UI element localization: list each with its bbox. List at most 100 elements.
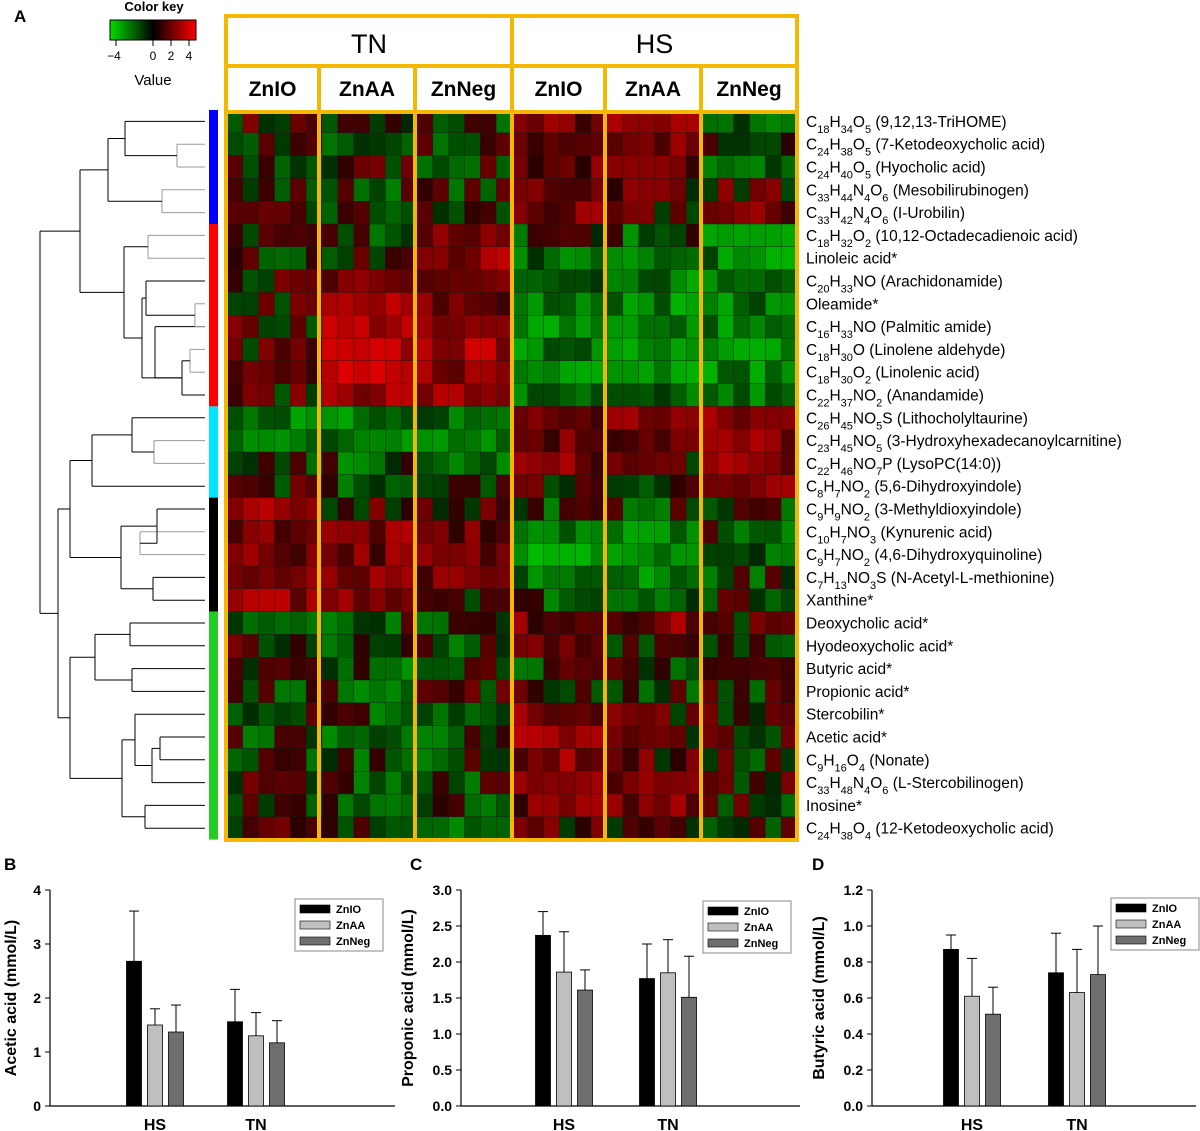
heatmap-cell	[337, 132, 355, 157]
heatmap-cell	[638, 634, 655, 658]
heatmap-cell	[749, 360, 766, 384]
heatmap-cell	[622, 657, 640, 681]
heatmap-cell	[416, 429, 434, 453]
heatmap-cell	[258, 406, 275, 430]
heatmap-cell	[543, 451, 560, 476]
heatmap-cell	[353, 383, 370, 407]
heatmap-cell	[511, 269, 529, 293]
heatmap-cell	[717, 725, 735, 749]
heatmap-cell	[353, 520, 370, 544]
heatmap-cell	[765, 611, 782, 635]
heatmap-cell	[543, 611, 560, 635]
heatmap-cell	[242, 565, 260, 590]
legend-swatch	[707, 938, 739, 948]
heatmap-cell	[606, 406, 624, 430]
heatmap-cell	[606, 497, 624, 521]
heatmap-cell	[670, 337, 687, 362]
heatmap-cell	[385, 565, 402, 590]
heatmap-cell	[733, 543, 750, 567]
bar	[943, 949, 959, 1107]
heatmap-cell	[242, 269, 260, 293]
heatmap-cell	[321, 337, 339, 362]
heatmap-cell	[432, 771, 450, 795]
heatmap-cell	[495, 611, 513, 635]
heatmap-cell	[432, 611, 450, 635]
x-tick-label: HS	[144, 1117, 167, 1131]
heatmap-cell	[464, 588, 481, 612]
heatmap-cell	[654, 315, 671, 339]
heatmap-cell	[464, 200, 481, 225]
heatmap-cell	[258, 429, 275, 453]
heatmap-cell	[448, 269, 465, 293]
condition-label: HS	[636, 29, 674, 59]
row-label: C7H13NO3S (N-Acetyl-L-methionine)	[806, 570, 1054, 592]
heatmap-cell	[670, 565, 687, 590]
heatmap-cell	[274, 200, 291, 225]
y-tick-label: 2	[33, 990, 41, 1006]
heatmap-frame: TN HS ZnIO ZnAA ZnNeg ZnIO ZnAA ZnNeg	[224, 14, 799, 842]
heatmap-cell	[464, 383, 481, 407]
heatmap-cell	[385, 292, 402, 316]
heatmap-cell	[733, 816, 750, 840]
heatmap-cell	[575, 474, 592, 498]
heatmap-cell	[416, 748, 434, 772]
heatmap-cell	[638, 474, 655, 498]
heatmap-cell	[464, 451, 481, 476]
heatmap-cell	[638, 702, 655, 726]
heatmap-cell	[337, 565, 355, 590]
row-label: C22H46NO7P (LysoPC(14:0))	[806, 456, 1001, 478]
heatmap-cell	[321, 178, 339, 202]
heatmap-cell	[733, 520, 750, 544]
heatmap-cell	[495, 543, 513, 567]
heatmap-cell	[369, 771, 386, 795]
cluster-bar-segment	[209, 224, 218, 407]
heatmap-cell	[780, 634, 798, 658]
heatmap-cell	[353, 292, 370, 316]
heatmap-cell	[464, 292, 481, 316]
heatmap-cell	[464, 155, 481, 179]
heatmap-cell	[511, 588, 529, 612]
heatmap-cell	[495, 634, 513, 658]
heatmap-cell	[575, 543, 592, 567]
heatmap-cell	[511, 565, 529, 590]
heatmap-cell	[385, 178, 402, 202]
heatmap-cell	[733, 771, 750, 795]
cluster-color-bar	[209, 110, 218, 840]
legend-swatch	[1115, 919, 1147, 929]
heatmap-cell	[290, 520, 307, 544]
heatmap-cell	[701, 269, 719, 293]
heatmap-cell	[448, 679, 465, 704]
heatmap-cell	[717, 315, 735, 339]
heatmap-cell	[765, 429, 782, 453]
heatmap-cell	[511, 634, 529, 658]
heatmap-cell	[464, 429, 481, 453]
heatmap-cell	[638, 406, 655, 430]
heatmap-cell	[765, 246, 782, 271]
group-label: ZnAA	[625, 78, 681, 101]
heatmap-cell	[733, 657, 750, 681]
heatmap-cell	[448, 406, 465, 430]
heatmap-cell	[226, 611, 244, 635]
heatmap-cell	[432, 200, 450, 225]
heatmap-cell	[559, 634, 576, 658]
heatmap-cell	[575, 520, 592, 544]
heatmap-cell	[701, 360, 719, 384]
heatmap-cell	[575, 657, 592, 681]
heatmap-cell	[495, 223, 513, 248]
heatmap-cell	[464, 816, 481, 840]
heatmap-cell	[416, 406, 434, 430]
heatmap-cell	[226, 474, 244, 498]
heatmap-cell	[416, 725, 434, 749]
heatmap-cell	[242, 611, 260, 635]
row-label: C10H7NO3 (Kynurenic acid)	[806, 524, 992, 546]
heatmap-cell	[242, 543, 260, 567]
heatmap-cell	[226, 702, 244, 726]
legend-swatch	[1115, 935, 1147, 945]
heatmap-cell	[321, 200, 339, 225]
heatmap-cell	[654, 748, 671, 772]
row-label: C9H7NO2 (4,6-Dihydroxyquinoline)	[806, 547, 1042, 569]
heatmap-cell	[321, 657, 339, 681]
heatmap-cell	[511, 771, 529, 795]
heatmap-cell	[495, 200, 513, 225]
heatmap-cell	[701, 725, 719, 749]
